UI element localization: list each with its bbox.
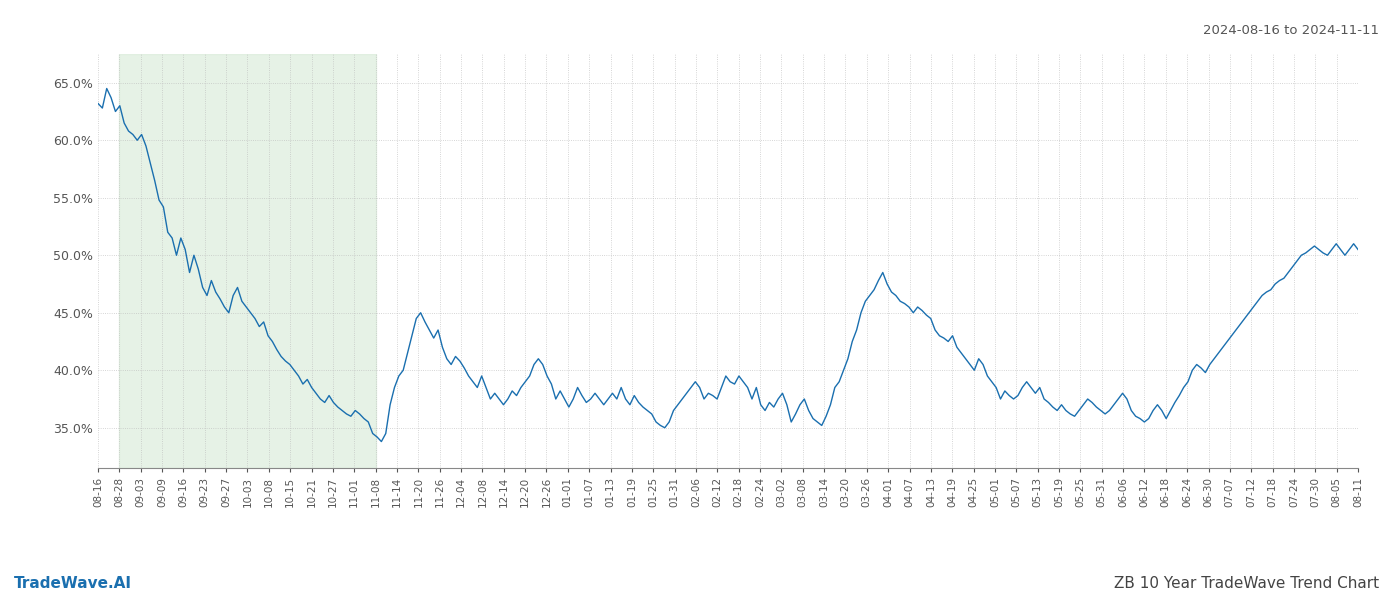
Text: 2024-08-16 to 2024-11-11: 2024-08-16 to 2024-11-11 <box>1203 24 1379 37</box>
Bar <box>119 54 375 468</box>
Text: TradeWave.AI: TradeWave.AI <box>14 576 132 591</box>
Text: ZB 10 Year TradeWave Trend Chart: ZB 10 Year TradeWave Trend Chart <box>1114 576 1379 591</box>
